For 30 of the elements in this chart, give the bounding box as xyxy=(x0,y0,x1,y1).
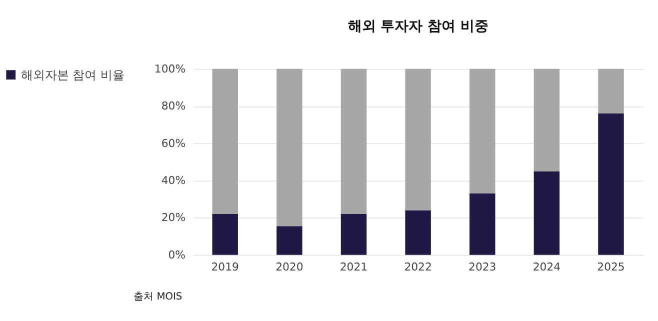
bar xyxy=(405,68,431,210)
bar xyxy=(534,171,560,255)
x-tick-label: 2022 xyxy=(404,260,432,274)
bar xyxy=(276,68,302,226)
bar xyxy=(598,114,624,255)
x-tick-label: 2021 xyxy=(340,260,368,274)
legend-label: 해외자본 참여 비율 xyxy=(20,68,124,82)
bar xyxy=(212,214,238,255)
bar xyxy=(598,68,624,114)
y-tick-label: 60% xyxy=(161,136,186,150)
chart-title: 해외 투자자 참여 비중 xyxy=(348,18,488,34)
source-note: 출처 MOIS xyxy=(134,291,182,302)
x-tick-label: 2023 xyxy=(468,260,496,274)
x-tick-label: 2020 xyxy=(276,260,304,274)
bar xyxy=(340,214,367,255)
y-tick-label: 40% xyxy=(161,174,186,187)
bar xyxy=(276,226,302,255)
y-tick-label: 0% xyxy=(168,248,186,262)
x-tick-label: 2024 xyxy=(532,260,561,274)
bar xyxy=(212,68,238,214)
bar xyxy=(405,210,431,255)
x-tick-label: 2019 xyxy=(211,260,240,274)
y-tick-label: 20% xyxy=(161,211,186,224)
x-tick-label: 2025 xyxy=(597,260,625,274)
y-tick-label: 100% xyxy=(154,62,186,76)
y-tick-label: 80% xyxy=(161,100,186,113)
bar xyxy=(470,194,496,255)
bar xyxy=(340,68,367,214)
bar xyxy=(470,68,496,194)
bar xyxy=(534,68,560,172)
